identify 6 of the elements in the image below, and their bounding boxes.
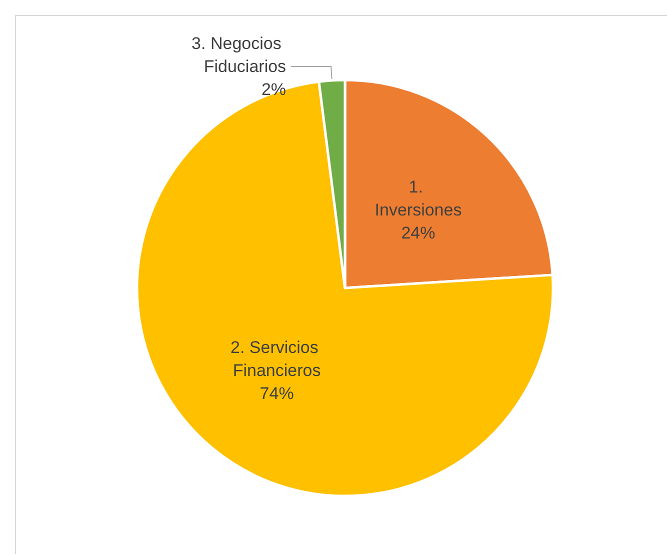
data-label: 24% (401, 224, 436, 242)
slice-label: 2. Servicios Financieros (230, 338, 324, 380)
slice-label: 3. Negocios Fiduciarios (192, 34, 286, 76)
slice-label: 1. Inversiones (374, 178, 462, 220)
data-label: 2% (261, 80, 286, 99)
data-label: 74% (260, 384, 294, 403)
